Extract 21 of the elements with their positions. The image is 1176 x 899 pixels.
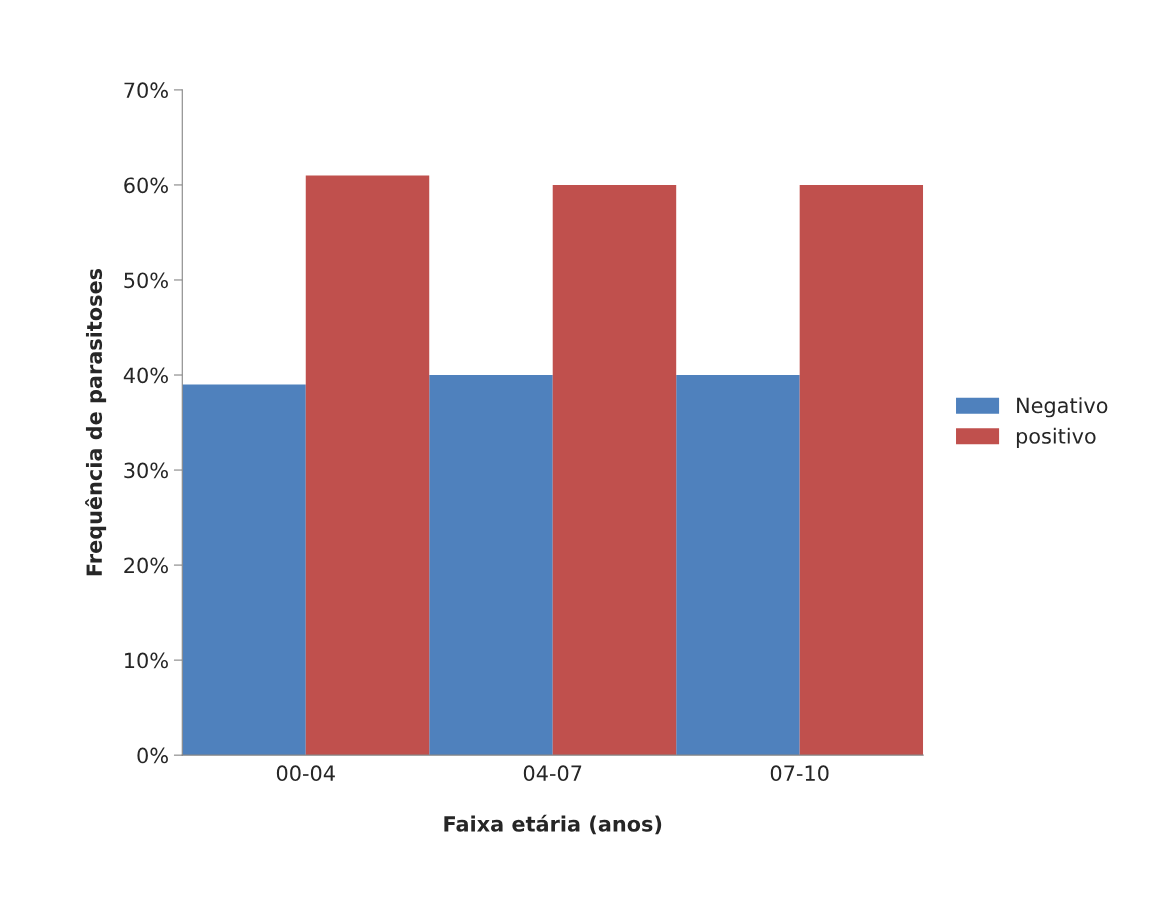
- y-tick-label: 60%: [124, 177, 168, 194]
- x-tick-label: 07-10: [770, 765, 829, 782]
- bar: [552, 184, 677, 756]
- legend-label: positivo: [1016, 427, 1096, 448]
- x-axis-title: Faixa etária (anos): [444, 814, 662, 835]
- y-tick-label: 20%: [124, 557, 168, 574]
- y-axis-title: Frequência de parasitoses: [85, 268, 107, 576]
- x-tick-label: 04-07: [523, 765, 582, 782]
- bar: [676, 375, 800, 756]
- y-tick-label: 70%: [124, 82, 168, 99]
- legend-label: Negativo: [1017, 397, 1108, 418]
- bar: [182, 384, 306, 756]
- bar: [305, 175, 430, 756]
- y-tick-label: 40%: [123, 367, 168, 384]
- y-tick-label: 30%: [124, 462, 168, 479]
- y-tick-label: 10%: [125, 652, 168, 669]
- x-tick-label: 00-04: [276, 765, 335, 782]
- bar: [799, 184, 924, 756]
- y-tick-label: 0%: [137, 747, 168, 764]
- bar: [429, 375, 553, 756]
- y-tick-label: 50%: [124, 272, 168, 289]
